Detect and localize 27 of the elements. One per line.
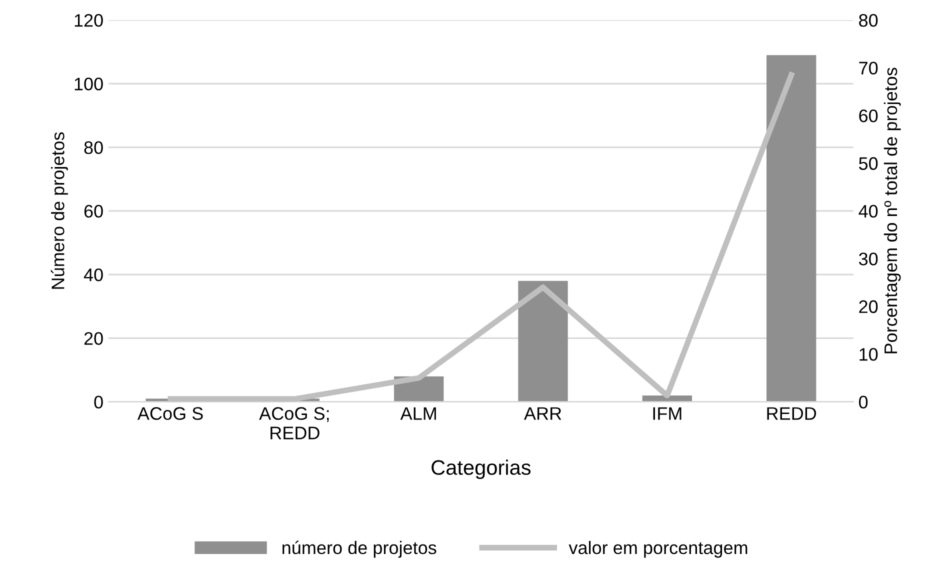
y2-tick-label: 80 [859,14,878,27]
y2-tick-label: 40 [858,204,878,218]
y2-tick-label: 50 [859,157,878,170]
x-tick-label: REDD [767,407,816,420]
legend-label: valor em porcentagem [568,540,748,558]
x-axis-title: Categorias [432,460,531,480]
y2-tick-label: 0 [858,396,868,409]
y-tick-label: 100 [74,78,103,90]
y2-tick-label: 60 [859,109,878,122]
x-tick-label: ACoG S [137,407,203,420]
y2-axis-title: Porcentagem do nº total de projetos [884,68,901,354]
x-tick-label: ACoG S; REDD [259,407,329,440]
y2-tick-label: 30 [858,252,878,266]
y-tick-label: 120 [74,14,103,27]
y2-tick-label: 70 [859,62,878,75]
y2-tick-label: 20 [859,300,878,314]
y-tick-label: 0 [94,396,103,409]
y-tick-label: 40 [84,268,103,282]
y2-tick-label: 10 [860,348,878,361]
legend-label: número de projetos [282,540,436,558]
y-tick-label: 80 [84,141,103,154]
y-axis-title: Número de projetos [50,132,68,289]
y-tick-label: 60 [84,204,103,218]
x-tick-label: ALM [400,407,436,420]
y-tick-label: 20 [84,332,103,345]
x-tick-label: IFM [653,407,682,420]
x-tick-label: ARR [524,407,562,420]
